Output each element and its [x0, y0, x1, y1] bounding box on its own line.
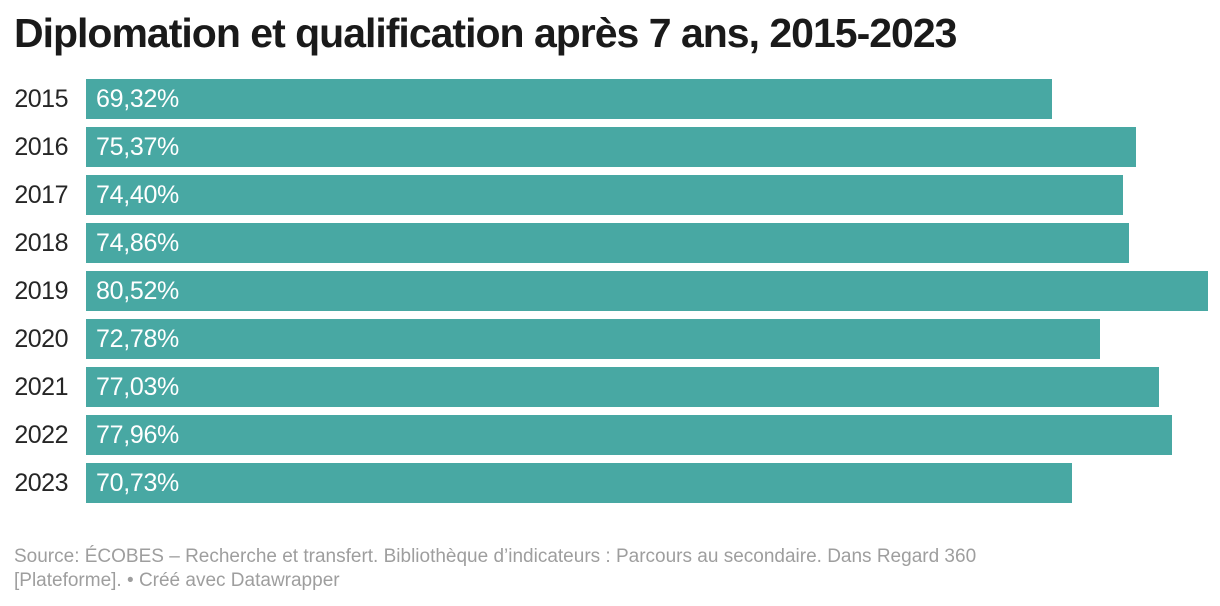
bar-track: 69,32% [86, 79, 1208, 119]
bar-chart: 2015 69,32% 2016 75,37% 2017 74,40% 2018… [14, 79, 1208, 503]
bar-row: 2015 69,32% [14, 79, 1208, 119]
year-label: 2017 [14, 180, 68, 209]
bar: 70,73% [86, 463, 1072, 503]
bar: 77,96% [86, 415, 1173, 455]
value-label: 75,37% [96, 132, 179, 161]
bar: 72,78% [86, 319, 1101, 359]
bar-row: 2023 70,73% [14, 463, 1208, 503]
bar-row: 2022 77,96% [14, 415, 1208, 455]
year-label: 2019 [14, 276, 68, 305]
bar: 74,40% [86, 175, 1123, 215]
bar-track: 77,96% [86, 415, 1208, 455]
year-label: 2018 [14, 228, 68, 257]
bar-track: 75,37% [86, 127, 1208, 167]
year-label: 2023 [14, 468, 68, 497]
source-text: Source: ÉCOBES – Recherche et transfert.… [14, 546, 977, 591]
bar-row: 2016 75,37% [14, 127, 1208, 167]
bar: 69,32% [86, 79, 1052, 119]
bar-track: 80,52% [86, 271, 1208, 311]
bar-track: 72,78% [86, 319, 1208, 359]
bar: 77,03% [86, 367, 1160, 407]
bar-row: 2017 74,40% [14, 175, 1208, 215]
bar-track: 70,73% [86, 463, 1208, 503]
chart-footer: Source: ÉCOBES – Recherche et transfert.… [14, 545, 1064, 593]
bar-track: 74,86% [86, 223, 1208, 263]
year-label: 2016 [14, 132, 68, 161]
year-label: 2015 [14, 84, 68, 113]
chart-title: Diplomation et qualification après 7 ans… [14, 10, 957, 56]
bar-row: 2021 77,03% [14, 367, 1208, 407]
year-label: 2020 [14, 324, 68, 353]
year-label: 2021 [14, 372, 68, 401]
bar-row: 2020 72,78% [14, 319, 1208, 359]
footer-separator: • [127, 570, 134, 591]
bar-row: 2019 80,52% [14, 271, 1208, 311]
year-label: 2022 [14, 420, 68, 449]
bar-row: 2018 74,86% [14, 223, 1208, 263]
value-label: 69,32% [96, 84, 179, 113]
value-label: 77,96% [96, 420, 179, 449]
bar: 80,52% [86, 271, 1208, 311]
bar-track: 77,03% [86, 367, 1208, 407]
bar: 74,86% [86, 223, 1130, 263]
value-label: 74,40% [96, 180, 179, 209]
bar: 75,37% [86, 127, 1137, 167]
value-label: 70,73% [96, 468, 179, 497]
datawrapper-attribution-link[interactable]: Créé avec Datawrapper [138, 570, 340, 591]
value-label: 80,52% [96, 276, 179, 305]
value-label: 72,78% [96, 324, 179, 353]
value-label: 77,03% [96, 372, 179, 401]
bar-track: 74,40% [86, 175, 1208, 215]
value-label: 74,86% [96, 228, 179, 257]
